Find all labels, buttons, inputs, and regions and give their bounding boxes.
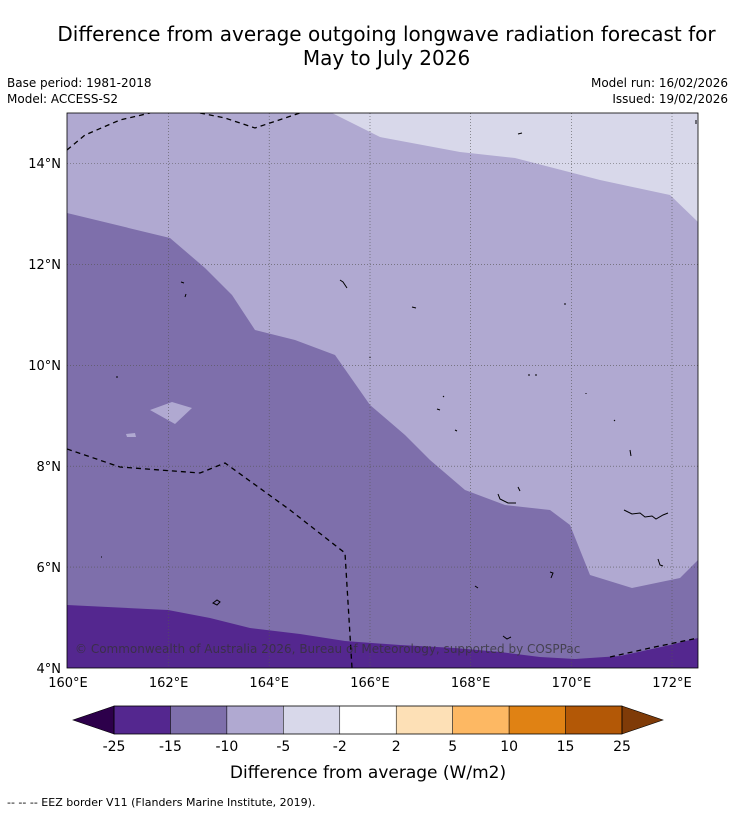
colorbar-swatch bbox=[226, 705, 284, 735]
lat-tick-label: 4°N bbox=[37, 662, 62, 677]
colorbar-label: 5 bbox=[448, 739, 457, 755]
colorbar-swatches bbox=[113, 705, 623, 735]
lon-tick-label: 162°E bbox=[149, 676, 189, 691]
colorbar-swatch bbox=[113, 705, 171, 735]
model-run: Model run: 16/02/2026 bbox=[590, 76, 728, 90]
islands bbox=[101, 120, 697, 640]
patch-light-1 bbox=[150, 402, 192, 424]
colorbar-title: Difference from average (W/m2) bbox=[230, 763, 506, 783]
title-line-1: Difference from average outgoing longwav… bbox=[57, 22, 716, 46]
lat-tick-label: 14°N bbox=[28, 157, 61, 172]
colorbar-frame bbox=[113, 705, 623, 735]
colorbar-swatch bbox=[508, 705, 566, 735]
lat-tick-label: 10°N bbox=[28, 359, 61, 374]
lon-tick-label: 172°E bbox=[652, 676, 692, 691]
meta-left: Base period: 1981-2018 Model: ACCESS-S2 bbox=[7, 75, 152, 107]
colorbar-label: 2 bbox=[392, 739, 401, 755]
lat-tick-label: 6°N bbox=[37, 561, 62, 576]
colorbar-swatch bbox=[452, 705, 510, 735]
model-name: Model: ACCESS-S2 bbox=[7, 92, 119, 106]
band-minus25-minus15 bbox=[67, 605, 698, 668]
band-minus15-minus10 bbox=[67, 213, 698, 668]
title-line-2: May to July 2026 bbox=[302, 46, 471, 70]
lon-tick-label: 160°E bbox=[48, 676, 88, 691]
colorbar-swatch bbox=[565, 705, 623, 735]
colorbar-swatch bbox=[339, 705, 397, 735]
meta-right: Model run: 16/02/2026 Issued: 19/02/2026 bbox=[591, 75, 728, 107]
patch-east-edge bbox=[692, 462, 698, 505]
lon-tick-label: 170°E bbox=[552, 676, 592, 691]
colorbar-extend-high bbox=[621, 705, 664, 735]
colorbar-label: 15 bbox=[557, 739, 575, 755]
eez-footnote: -- -- -- EEZ border V11 (Flanders Marine… bbox=[7, 796, 316, 809]
colorbar-label: 10 bbox=[500, 739, 518, 755]
gridlines bbox=[67, 113, 698, 668]
lat-ticks: 14°N 12°N 10°N 8°N 6°N 4°N bbox=[28, 157, 61, 677]
colorbar-label: -10 bbox=[215, 739, 238, 755]
colorbar-labels: -25 -15 -10 -5 -2 2 5 10 15 25 bbox=[103, 739, 631, 755]
lon-tick-label: 166°E bbox=[350, 676, 390, 691]
map-frame bbox=[66, 112, 699, 669]
map-title: Difference from average outgoing longwav… bbox=[0, 22, 736, 70]
map-area bbox=[67, 113, 698, 668]
lon-tick-label: 164°E bbox=[249, 676, 289, 691]
colorbar-label: -15 bbox=[159, 739, 182, 755]
eez-borders bbox=[67, 113, 698, 668]
lat-tick-label: 8°N bbox=[37, 460, 62, 475]
base-period: Base period: 1981-2018 bbox=[7, 76, 152, 90]
colorbar-swatch bbox=[283, 705, 341, 735]
colorbar-label: 25 bbox=[613, 739, 631, 755]
lon-ticks: 160°E 162°E 164°E 166°E 168°E 170°E 172°… bbox=[48, 676, 692, 691]
lon-tick-label: 168°E bbox=[451, 676, 491, 691]
issued-date: Issued: 19/02/2026 bbox=[612, 92, 728, 106]
lat-tick-label: 12°N bbox=[28, 258, 61, 273]
colorbar-swatch bbox=[395, 705, 453, 735]
colorbar-label: -2 bbox=[333, 739, 347, 755]
colorbar-extend-low bbox=[72, 705, 115, 735]
colorbar: -25 -15 -10 -5 -2 2 5 10 15 25 Difference from av… bbox=[72, 705, 664, 783]
colorbar-swatch bbox=[170, 705, 228, 735]
colorbar-label: -5 bbox=[276, 739, 290, 755]
copyright-notice: © Commonwealth of Australia 2026, Bureau… bbox=[75, 642, 580, 656]
colorbar-label: -25 bbox=[103, 739, 126, 755]
patch-light-2 bbox=[126, 433, 136, 437]
